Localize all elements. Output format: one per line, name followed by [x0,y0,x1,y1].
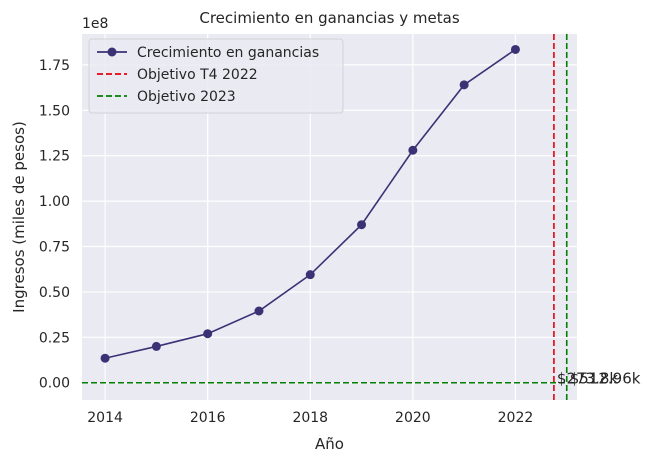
data-point [408,145,418,155]
y-tick-label: 1.00 [39,194,70,210]
y-tick-label: 0.00 [39,376,70,392]
x-tick-label: 2020 [395,410,431,426]
legend-entry: Objetivo 2023 [137,89,236,105]
x-tick-label: 2014 [87,410,123,426]
legend: Crecimiento en ganancias Objetivo T4 2022… [88,38,344,114]
x-axis-ticks: 2014 2016 2018 2020 2022 [87,410,533,426]
chart-title: Crecimiento en ganancias y metas [199,9,459,27]
data-point [203,329,213,339]
data-point [305,270,315,280]
y-tick-label: 0.25 [39,330,70,346]
y-offset-label: 1e8 [82,16,108,32]
y-axis-ticks: 0.00 0.25 0.50 0.75 1.00 1.25 1.50 1.75 [39,58,70,392]
legend-entry: Objetivo T4 2022 [137,67,258,83]
y-tick-label: 1.50 [39,103,70,119]
y-tick-label: 0.50 [39,285,70,301]
x-axis-label: Año [315,435,344,453]
data-point [151,341,161,351]
annotation-label: $512.96k [570,370,641,388]
series-layer [100,44,520,363]
data-point [459,80,469,90]
legend-marker [107,47,117,57]
x-tick-label: 2018 [292,410,328,426]
y-tick-label: 1.25 [39,149,70,165]
data-point [100,353,110,363]
y-axis-label: Ingresos (miles de pesos) [10,121,28,313]
x-tick-label: 2022 [498,410,534,426]
reference-lines [82,34,577,400]
y-tick-label: 0.75 [39,240,70,256]
legend-entry: Crecimiento en ganancias [137,45,319,61]
annotations: $273.8k$512.96k [557,370,641,388]
data-point [510,44,520,54]
y-tick-label: 1.75 [39,58,70,74]
legend-box [88,38,344,114]
annotation-label: $273.8k [557,370,618,388]
data-point [254,306,264,316]
x-tick-label: 2016 [190,410,226,426]
data-point [357,220,367,230]
